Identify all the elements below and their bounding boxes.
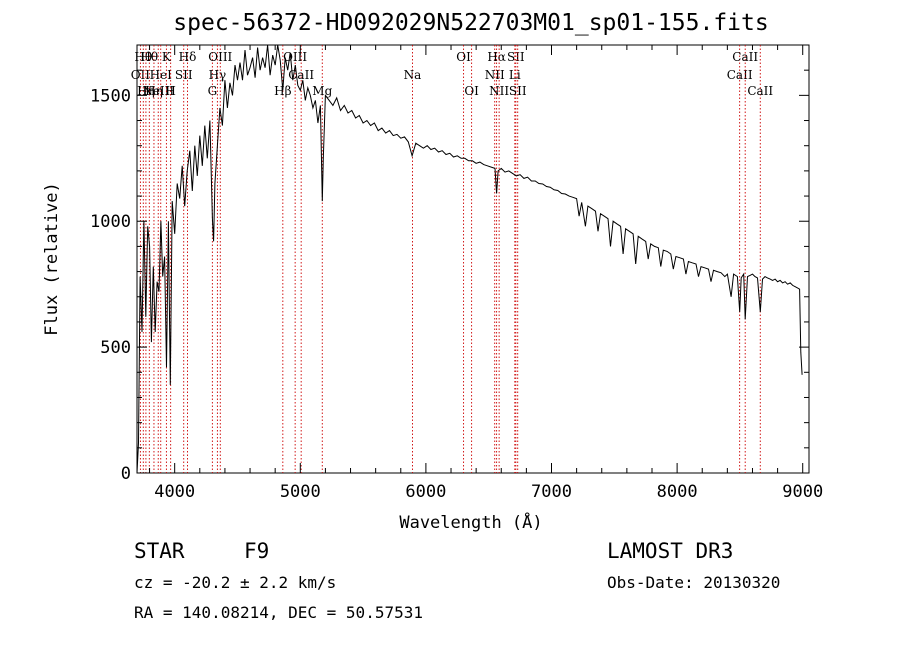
survey-name: LAMOST DR3 bbox=[607, 539, 733, 563]
y-tick-label: 1000 bbox=[90, 212, 131, 232]
spectrum-line-0 bbox=[136, 44, 803, 474]
line-marker-label: CaII bbox=[727, 68, 753, 82]
line-marker-label: Li bbox=[509, 68, 521, 82]
line-marker-label: CaII bbox=[288, 68, 314, 82]
line-marker-label: SII bbox=[509, 84, 527, 98]
x-axis: 4000 5000 6000 7000 8000 9000 bbox=[149, 45, 823, 502]
line-marker-label: Hθ bbox=[140, 50, 158, 64]
y-tick-label: 1500 bbox=[90, 86, 131, 106]
x-axis-label: Wavelength (Å) bbox=[399, 511, 542, 533]
line-marker-label: OI bbox=[464, 84, 479, 98]
x-tick-label: 8000 bbox=[657, 482, 698, 502]
y-tick-label: 500 bbox=[100, 338, 131, 358]
x-tick-label: 7000 bbox=[531, 482, 572, 502]
y-tick-label: 0 bbox=[121, 464, 131, 484]
line-marker-label: OIII bbox=[208, 50, 232, 64]
series-layer bbox=[136, 44, 803, 474]
line-marker-label: Hβ bbox=[274, 84, 291, 98]
line-marker-label: SII bbox=[175, 68, 193, 82]
line-marker-label: K bbox=[162, 50, 172, 64]
coordinates-text: RA = 140.08214, DEC = 50.57531 bbox=[134, 603, 423, 622]
x-tick-label: 9000 bbox=[782, 482, 823, 502]
line-marker-label: Hθ bbox=[134, 50, 152, 64]
line-marker-label: Hα bbox=[487, 50, 506, 64]
line-marker-label: NII bbox=[485, 68, 505, 82]
x-tick-label: 5000 bbox=[280, 482, 321, 502]
object-subclass: F9 bbox=[244, 539, 269, 563]
line-marker-label: HeI bbox=[150, 68, 173, 82]
line-marker-label: Hη bbox=[137, 84, 155, 98]
line-marker-label: CaII bbox=[732, 50, 758, 64]
y-axis: 0 500 1000 1500 bbox=[90, 44, 809, 484]
chart-title: spec-56372-HD092029N522703M01_sp01-155.f… bbox=[173, 10, 768, 36]
line-marker-label: NII bbox=[489, 84, 509, 98]
line-marker-label: Hδ bbox=[179, 50, 197, 64]
line-marker-label: OIII bbox=[283, 50, 307, 64]
object-class: STAR bbox=[134, 539, 185, 563]
x-tick-label: 4000 bbox=[154, 482, 195, 502]
line-marker-label: SII bbox=[507, 50, 525, 64]
line-marker-label: Hγ bbox=[209, 68, 227, 82]
line-marker-label: Mg bbox=[312, 84, 332, 98]
y-axis-label: Flux (relative) bbox=[42, 182, 62, 336]
x-tick-label: 6000 bbox=[405, 482, 446, 502]
line-marker-label: H bbox=[165, 84, 175, 98]
line-marker-label: OI bbox=[456, 50, 471, 64]
line-markers: OIIHθHηHθHηNeIIIHeIKHSIIHδGHγOIIIHβOIIIC… bbox=[131, 45, 773, 473]
redshift-text: cz = -20.2 ± 2.2 km/s bbox=[134, 573, 336, 592]
obs-date-text: Obs-Date: 20130320 bbox=[607, 573, 780, 592]
line-marker-label: CaII bbox=[747, 84, 773, 98]
line-marker-label: Na bbox=[404, 68, 422, 82]
line-marker-label: OII bbox=[131, 68, 151, 82]
plot-frame bbox=[136, 44, 810, 474]
line-marker-label: G bbox=[208, 84, 218, 98]
